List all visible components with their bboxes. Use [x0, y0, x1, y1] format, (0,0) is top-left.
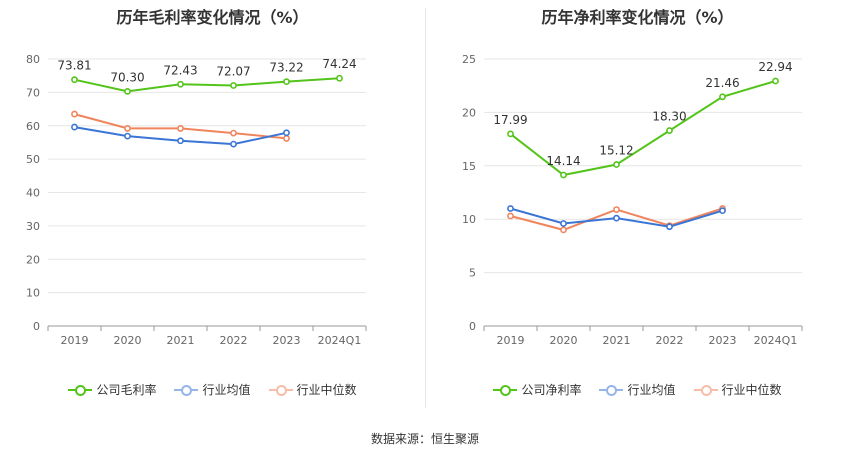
data-point	[719, 93, 726, 101]
chart-legend: 公司毛利率 行业均值 行业中位数	[0, 381, 425, 398]
data-point	[772, 77, 779, 85]
data-label: 18.30	[652, 110, 686, 124]
legend-line-marker-icon	[68, 384, 93, 396]
data-point	[71, 76, 78, 84]
data-point	[124, 125, 131, 132]
data-label: 14.14	[546, 154, 580, 168]
legend-item[interactable]: 公司毛利率	[68, 381, 156, 398]
data-point	[230, 129, 237, 137]
data-point	[560, 171, 567, 179]
y-tick-label: 30	[26, 220, 40, 233]
y-tick-label: 80	[26, 53, 40, 66]
data-point	[283, 129, 290, 137]
data-point	[613, 214, 620, 222]
data-point	[230, 140, 237, 148]
legend-item[interactable]: 公司净利率	[493, 381, 581, 398]
y-tick-label: 40	[26, 187, 40, 200]
data-label: 21.46	[705, 76, 739, 90]
x-tick-label: 2020	[114, 334, 142, 347]
legend-label: 行业中位数	[296, 383, 357, 397]
legend-label: 行业均值	[202, 383, 251, 397]
data-point	[560, 226, 567, 234]
y-tick-label: 15	[462, 160, 476, 173]
legend-label: 行业均值	[627, 383, 676, 397]
data-label: 15.12	[599, 144, 633, 158]
x-tick-label: 2022	[220, 334, 248, 347]
data-point	[507, 212, 514, 220]
x-tick-label: 2021	[603, 334, 631, 347]
x-tick-label: 2020	[550, 334, 578, 347]
legend-item[interactable]: 行业均值	[599, 381, 676, 398]
x-tick-label: 2019	[61, 334, 89, 347]
data-source-note: 数据来源：恒生聚源	[370, 432, 479, 446]
data-point	[283, 135, 290, 142]
data-label: 72.43	[163, 63, 197, 77]
y-tick-label: 0	[33, 320, 40, 333]
legend-label: 公司净利率	[521, 383, 582, 397]
data-point	[71, 123, 78, 131]
chart-legend: 公司净利率 行业均值 行业中位数	[425, 381, 850, 398]
data-label: 73.22	[269, 61, 303, 75]
data-point	[336, 74, 343, 82]
data-label: 22.94	[758, 60, 792, 74]
x-tick-label: 2021	[167, 334, 195, 347]
y-tick-label: 0	[469, 320, 476, 333]
legend-line-marker-icon	[693, 384, 718, 396]
legend-line-marker-icon	[493, 384, 518, 396]
data-point	[507, 130, 514, 138]
data-label: 73.81	[57, 59, 91, 73]
x-tick-label: 2019	[497, 334, 525, 347]
legend-line-marker-icon	[268, 384, 293, 396]
x-tick-label: 2024Q1	[318, 334, 362, 347]
series-line-company	[509, 80, 776, 177]
data-label: 17.99	[493, 113, 527, 127]
legend-line-marker-icon	[599, 384, 624, 396]
data-point	[283, 78, 290, 86]
data-point	[71, 110, 78, 118]
data-point	[613, 206, 620, 213]
gross-margin-chart: 0 10 20 30 40 50 60 70 80 2019 2020 2021 2022 2023 202…	[26, 53, 367, 347]
y-tick-label: 10	[26, 287, 40, 300]
data-label: 72.07	[216, 64, 250, 78]
chart-title: 历年毛利率变化情况（%）	[116, 8, 309, 27]
data-point	[666, 223, 673, 231]
y-tick-label: 20	[462, 106, 476, 119]
x-tick-label: 2023	[273, 334, 301, 347]
data-point	[177, 125, 184, 132]
data-point	[177, 80, 184, 88]
legend-item[interactable]: 行业中位数	[268, 381, 357, 398]
x-tick-label: 2023	[709, 334, 737, 347]
y-tick-label: 20	[26, 253, 40, 266]
y-tick-label: 5	[469, 267, 476, 280]
x-tick-label: 2024Q1	[754, 334, 798, 347]
data-point	[507, 205, 514, 212]
y-tick-label: 70	[26, 86, 40, 99]
legend-item[interactable]: 行业中位数	[693, 381, 782, 398]
data-label: 70.30	[110, 70, 144, 84]
data-point	[719, 207, 726, 215]
y-tick-label: 60	[26, 120, 40, 133]
y-tick-label: 50	[26, 153, 40, 166]
chart-title: 历年净利率变化情况（%）	[541, 8, 734, 27]
net-margin-chart-panel: 历年净利率变化情况（%） 0 5 10 15 20 25 2019 2020 2021 2022 2…	[425, 0, 850, 420]
data-label: 74.24	[322, 57, 356, 71]
legend-item[interactable]: 行业均值	[174, 381, 251, 398]
data-point	[177, 137, 184, 145]
y-tick-label: 25	[462, 53, 476, 66]
x-tick-label: 2022	[656, 334, 684, 347]
net-margin-chart: 0 5 10 15 20 25 2019 2020 2021 2022 2023 2024Q1 17.9…	[462, 53, 803, 347]
legend-line-marker-icon	[174, 384, 199, 396]
legend-label: 公司毛利率	[96, 383, 157, 397]
series-line-company	[74, 77, 340, 93]
data-point	[560, 220, 567, 227]
panel-divider	[425, 8, 426, 408]
legend-label: 行业中位数	[721, 383, 782, 397]
y-tick-label: 10	[462, 213, 476, 226]
data-point	[666, 127, 673, 134]
data-point	[124, 132, 131, 140]
data-point	[613, 161, 620, 168]
data-point	[230, 82, 237, 89]
data-point	[124, 87, 131, 95]
gross-margin-chart-panel: 历年毛利率变化情况（%） 0 10 20 30 40 50 60 70 80 2019 2020 20…	[0, 0, 425, 420]
